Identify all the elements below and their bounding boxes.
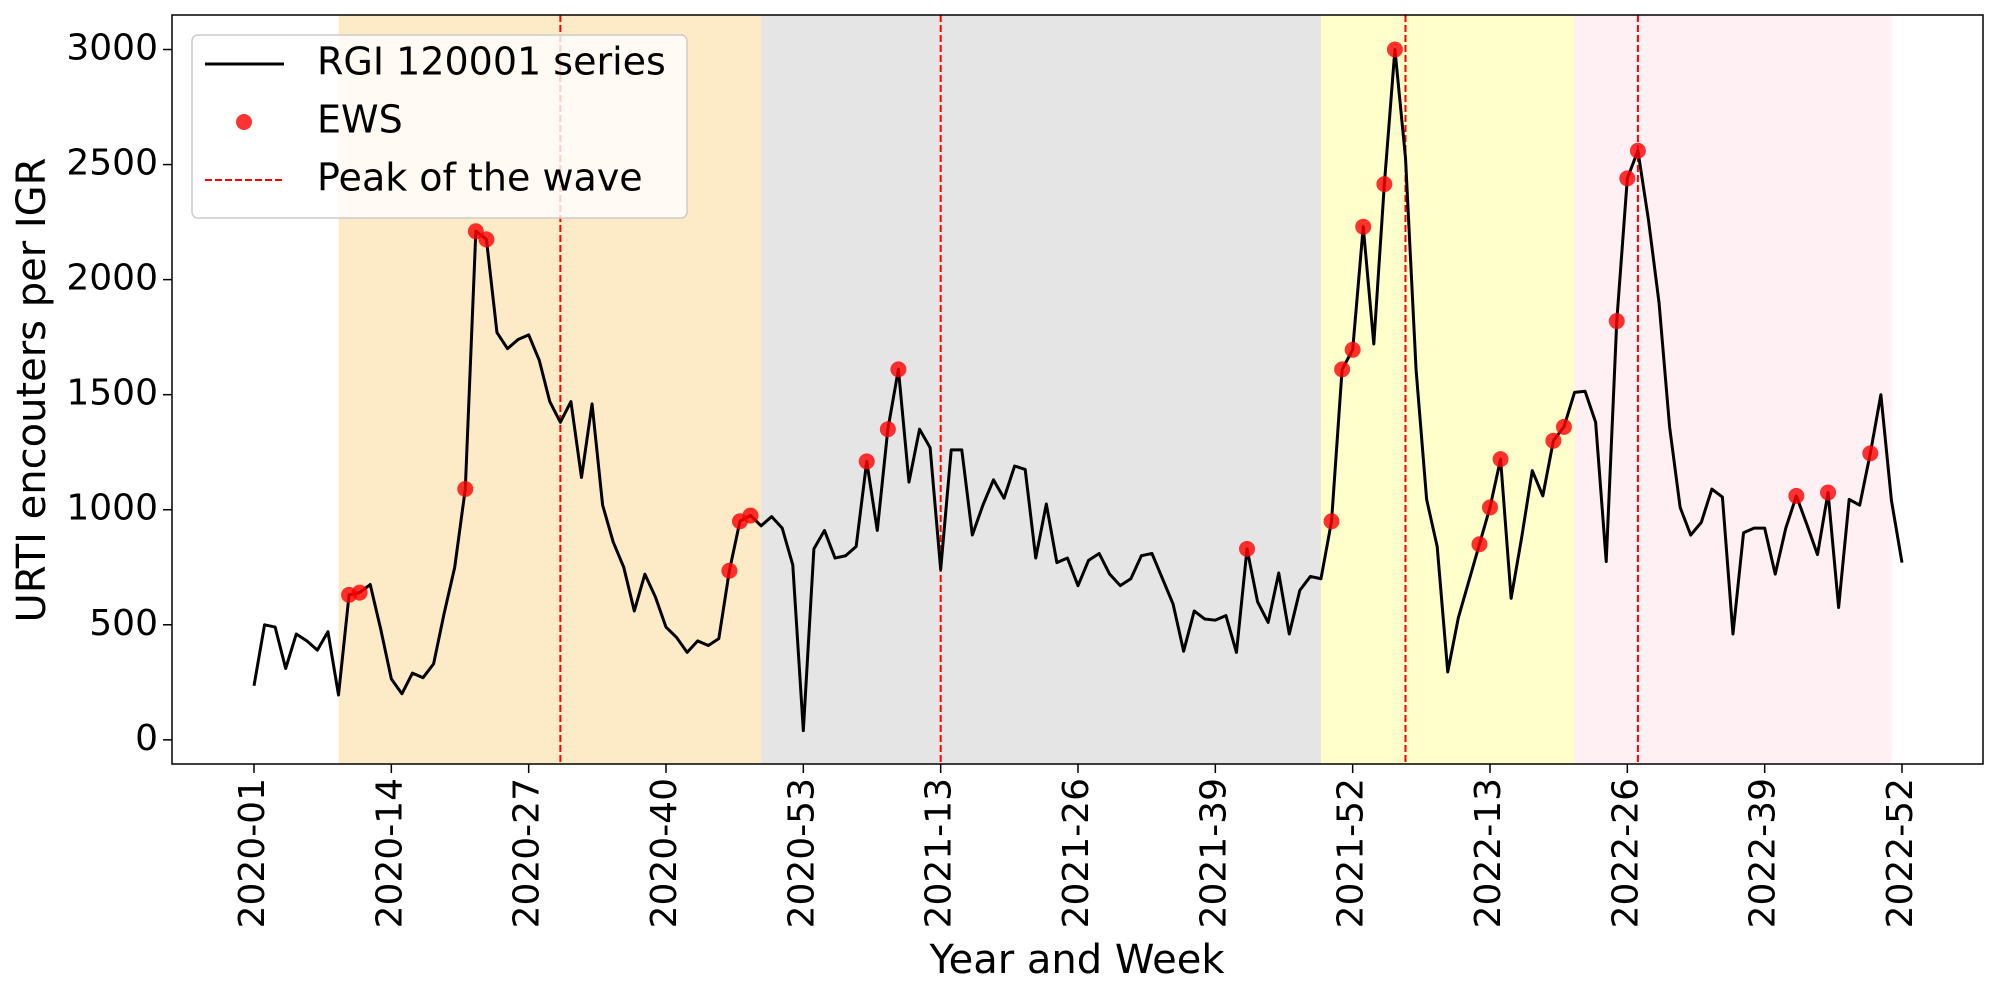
ews-point — [890, 361, 907, 378]
y-tick-label: 2000 — [66, 258, 158, 299]
ews-point — [879, 421, 896, 438]
shaded-region — [761, 15, 1321, 764]
ews-point — [478, 231, 495, 248]
x-tick-label: 2020-40 — [644, 778, 685, 928]
ews-point — [1788, 487, 1805, 504]
legend: RGI 120001 series EWS Peak of the wave — [191, 34, 688, 219]
ews-point — [1482, 499, 1498, 516]
y-tick-label: 3000 — [66, 28, 158, 69]
x-tick-label: 2020-53 — [781, 778, 822, 928]
ews-point — [1619, 170, 1636, 187]
axes-frame — [171, 14, 1984, 765]
y-tick-label: 1500 — [66, 373, 158, 414]
legend-label: RGI 120001 series — [317, 40, 666, 84]
ews-point — [742, 507, 759, 524]
x-tick-label: 2021-52 — [1331, 778, 1372, 928]
ews-point — [1334, 361, 1351, 378]
legend-label: Peak of the wave — [317, 156, 643, 200]
ews-point — [1323, 513, 1340, 530]
ews-point — [858, 453, 875, 470]
y-tick-label: 0 — [135, 718, 158, 759]
y-axis-label: URTI encouters per IGR — [9, 158, 55, 623]
x-tick-label: 2021-13 — [919, 778, 960, 928]
x-tick-label: 2021-26 — [1056, 778, 1097, 928]
x-tick-label: 2021-39 — [1193, 778, 1234, 928]
x-tick-label: 2022-13 — [1468, 778, 1509, 928]
ews-point — [1355, 218, 1372, 235]
legend-box — [191, 34, 688, 219]
ews-point — [1545, 432, 1562, 449]
ews-point — [1629, 142, 1646, 159]
y-tick-label: 500 — [89, 603, 158, 644]
ews-point — [1555, 418, 1572, 435]
x-tick-label: 2020-01 — [232, 778, 273, 928]
legend-dot — [236, 114, 252, 130]
x-axis-label: Year and Week — [929, 937, 1226, 983]
y-tick-label: 2500 — [66, 143, 158, 184]
ews-point — [1239, 540, 1256, 557]
shaded-region — [1320, 15, 1575, 764]
y-tick-label: 1000 — [66, 488, 158, 529]
ews-point — [457, 481, 474, 498]
ews-point — [1386, 41, 1403, 58]
ews-point — [1820, 484, 1837, 501]
ews-point — [721, 562, 738, 579]
ews-point — [351, 584, 368, 601]
shaded-region — [1574, 15, 1892, 764]
x-tick-label: 2022-52 — [1880, 778, 1921, 928]
x-tick-label: 2022-26 — [1605, 778, 1646, 928]
ews-point — [1471, 536, 1488, 553]
x-tick-label: 2020-27 — [507, 778, 548, 928]
x-tick-label: 2020-14 — [369, 778, 410, 928]
ews-point — [1376, 176, 1393, 193]
ews-point — [1608, 313, 1625, 330]
legend-label: EWS — [317, 98, 403, 142]
ews-point — [1492, 451, 1509, 468]
ews-point — [1344, 341, 1361, 358]
ews-point — [1862, 445, 1879, 462]
x-tick-label: 2022-39 — [1743, 778, 1784, 928]
